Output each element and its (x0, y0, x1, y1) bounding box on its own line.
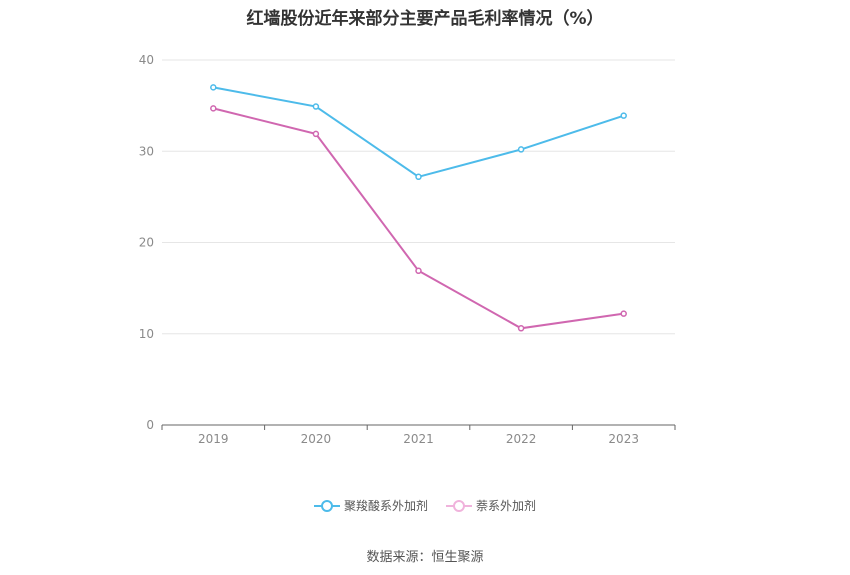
x-tick-label-0: 2019 (198, 432, 229, 446)
series-layer (210, 84, 627, 332)
x-tick-label-3: 2022 (506, 432, 537, 446)
legend-label-series-1: 聚羧酸系外加剂 (343, 499, 428, 513)
source-note: 数据来源：恒生聚源 (366, 550, 484, 565)
chart-title: 红墙股份近年来部分主要产品毛利率情况（%） (246, 9, 604, 29)
legend-item-series-1[interactable]: 聚羧酸系外加剂 (313, 497, 428, 514)
y-tick-label-1: 10 (139, 327, 154, 341)
series-2-point-4 (620, 310, 627, 317)
y-tick-label-0: 0 (146, 418, 154, 432)
series-1-point-3 (517, 146, 525, 153)
legend-marker-series-2 (446, 499, 472, 512)
series-1-point-0 (210, 84, 217, 91)
series-2-point-3 (517, 325, 525, 332)
x-tick-label-2: 2021 (403, 432, 434, 446)
series-2-point-1 (312, 130, 320, 138)
legend-item-series-2[interactable]: 萘系外加剂 (446, 497, 536, 514)
legend-marker-series-1 (313, 499, 340, 512)
x-tick-label-1: 2020 (301, 432, 332, 446)
y-tick-label-4: 40 (139, 53, 154, 67)
series-2-point-2 (415, 267, 422, 275)
y-tick-label-3: 30 (139, 144, 154, 158)
series-line-2 (213, 107, 624, 330)
series-1-point-1 (312, 103, 320, 110)
series-2-point-0 (210, 105, 217, 112)
legend-label-series-2: 萘系外加剂 (476, 499, 537, 513)
series-1-point-2 (415, 173, 422, 181)
series-line-1 (213, 86, 625, 178)
axis-layer: 0 10 20 30 40 2019 2020 2021 2022 2023 (139, 53, 676, 446)
line-chart: 0 10 20 30 40 2019 2020 2021 2022 2023 (139, 53, 676, 446)
y-tick-label-2: 20 (139, 236, 154, 250)
x-tick-label-4: 2023 (608, 432, 639, 446)
grid-layer (162, 59, 675, 335)
legend: 聚羧酸系外加剂 萘系外加剂 (0, 497, 850, 514)
series-1-point-4 (620, 112, 627, 119)
